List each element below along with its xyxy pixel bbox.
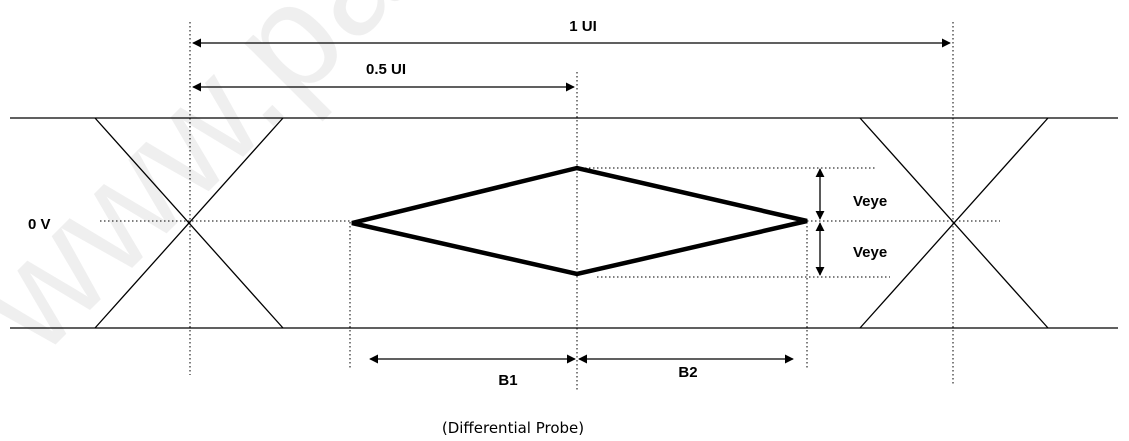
signal-rails [10,117,1118,329]
b1-label: B1 [498,372,517,389]
dotted-guides [100,22,1000,390]
right-transition-crossing [859,117,1049,329]
caption: (Differential Probe) [442,419,584,437]
watermark: www.pan [0,0,493,383]
veye-bottom-label: Veye [853,244,887,261]
b2-label: B2 [678,364,697,381]
ui-full-label: 1 UI [569,18,597,35]
veye-top-label: Veye [853,193,887,210]
left-transition-crossing [94,117,284,329]
ui-half-label: 0.5 UI [366,61,406,78]
eye-mask-diamond [351,165,808,277]
zero-volt-label: 0 V [28,216,51,233]
